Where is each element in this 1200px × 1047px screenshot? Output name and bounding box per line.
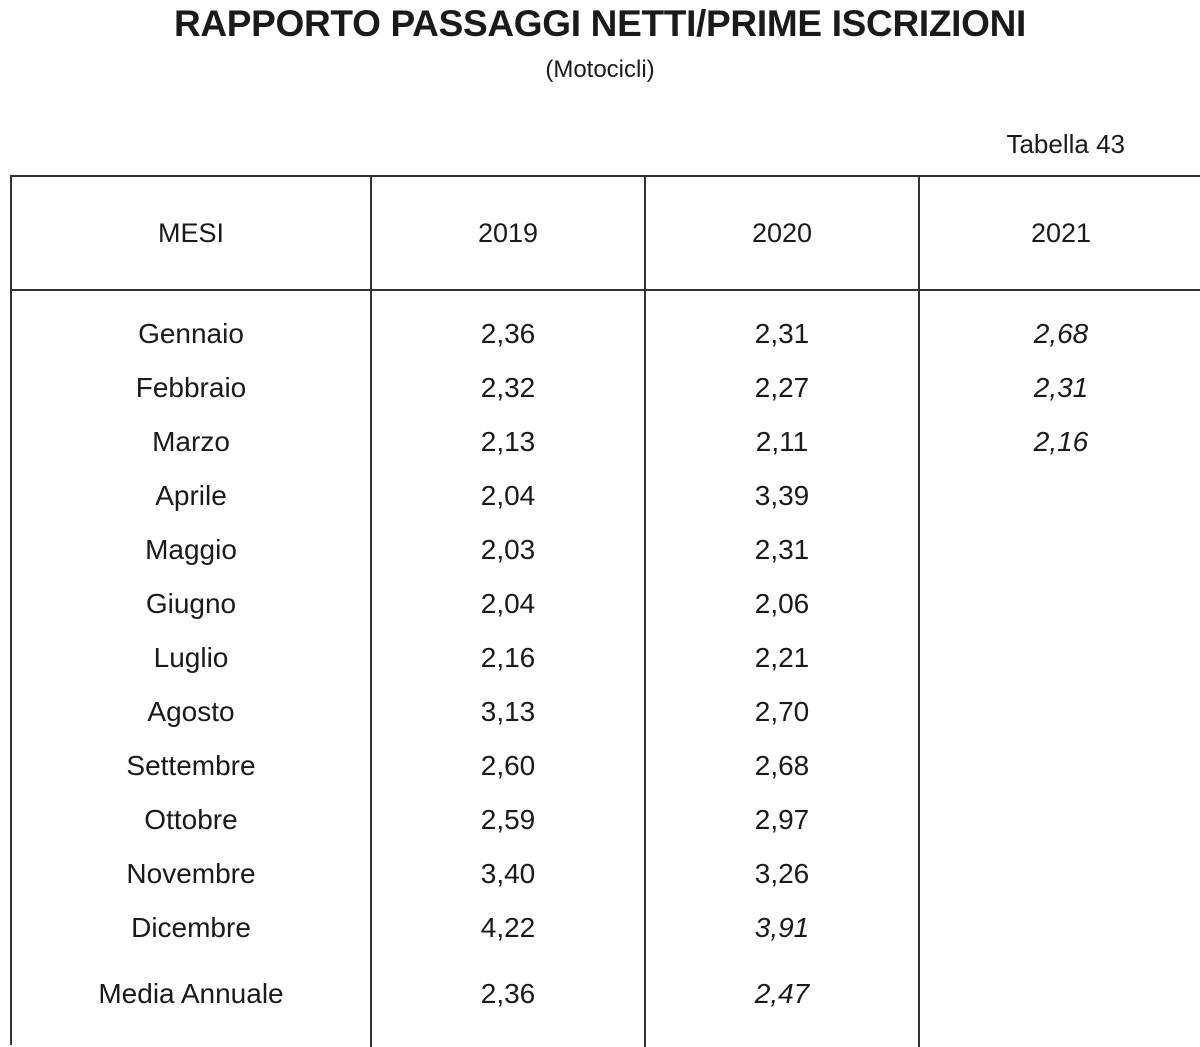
- value-2020: 3,26: [754, 858, 810, 889]
- table-row: Luglio 2,16 2,21: [12, 631, 1200, 685]
- value-2020: 3,91: [754, 912, 810, 943]
- column-divider: [370, 177, 372, 1047]
- value-2019: 4,22: [480, 912, 536, 943]
- table-row: Settembre 2,60 2,68: [12, 739, 1200, 793]
- table-row: Giugno 2,04 2,06: [12, 577, 1200, 631]
- value-2020: 2,21: [754, 642, 810, 673]
- row-label: Giugno: [145, 588, 237, 619]
- column-divider: [644, 177, 646, 1047]
- value-2021: 2,68: [1033, 318, 1089, 349]
- value-2019: 3,40: [480, 858, 536, 889]
- row-label: Agosto: [147, 696, 235, 727]
- page-subtitle: (Motocicli): [545, 56, 655, 83]
- value-2019: 2,60: [480, 750, 536, 781]
- value-2021: 2,31: [1033, 372, 1089, 403]
- value-2021: [920, 685, 1200, 739]
- value-2019: 3,13: [480, 696, 536, 727]
- value-2020: 2,47: [754, 978, 810, 1009]
- value-2020: 2,68: [754, 750, 810, 781]
- value-2019: 2,32: [480, 372, 536, 403]
- table-header-row: MESI 2019 2020 2021: [12, 177, 1200, 291]
- page-title: RAPPORTO PASSAGGI NETTI/PRIME ISCRIZIONI: [173, 3, 1027, 44]
- table-reference: Tabella 43: [1006, 129, 1125, 159]
- row-label: Dicembre: [131, 912, 251, 943]
- table-row: Maggio 2,03 2,31: [12, 523, 1200, 577]
- value-2019: 2,59: [480, 804, 536, 835]
- header-mesi: MESI: [157, 217, 224, 248]
- table-row: Febbraio 2,32 2,27 2,31: [12, 361, 1200, 415]
- value-2021: [920, 793, 1200, 847]
- value-2020: 2,70: [754, 696, 810, 727]
- row-label: Maggio: [145, 534, 237, 565]
- row-label: Luglio: [153, 642, 229, 673]
- value-2021: [920, 577, 1200, 631]
- value-2020: 2,31: [754, 534, 810, 565]
- value-2021: [920, 847, 1200, 901]
- table-row: Marzo 2,13 2,11 2,16: [12, 415, 1200, 469]
- value-2020: 2,27: [754, 372, 810, 403]
- value-2019: 2,36: [480, 318, 536, 349]
- value-2021: [920, 523, 1200, 577]
- table-row: Novembre 3,40 3,26: [12, 847, 1200, 901]
- value-2019: 2,04: [480, 588, 536, 619]
- value-2019: 2,16: [480, 642, 536, 673]
- value-2021: [920, 469, 1200, 523]
- row-label: Gennaio: [138, 318, 244, 349]
- value-2020: 3,39: [754, 480, 810, 511]
- value-2019: 2,36: [480, 978, 536, 1009]
- row-label: Media Annuale: [98, 978, 284, 1009]
- table-row: Media Annuale 2,36 2,47: [12, 967, 1200, 1021]
- header-2021: 2021: [1030, 217, 1092, 248]
- value-2021: [920, 631, 1200, 685]
- row-label: Settembre: [126, 750, 256, 781]
- row-label: Marzo: [152, 426, 230, 457]
- table-row: Aprile 2,04 3,39: [12, 469, 1200, 523]
- value-2021: [920, 739, 1200, 793]
- value-2021: 2,16: [1033, 426, 1089, 457]
- row-label: Ottobre: [144, 804, 238, 835]
- table-row: Gennaio 2,36 2,31 2,68: [12, 307, 1200, 361]
- value-2020: 2,31: [754, 318, 810, 349]
- row-label: Aprile: [155, 480, 227, 511]
- value-2020: 2,97: [754, 804, 810, 835]
- table-row: Dicembre 4,22 3,91: [12, 901, 1200, 955]
- header-2020: 2020: [751, 217, 813, 248]
- table-row: Ottobre 2,59 2,97: [12, 793, 1200, 847]
- value-2020: 2,06: [754, 588, 810, 619]
- column-divider: [918, 177, 920, 1047]
- row-label: Febbraio: [135, 372, 247, 403]
- value-2019: 2,04: [480, 480, 536, 511]
- value-2020: 2,11: [755, 426, 809, 457]
- value-2019: 2,03: [480, 534, 536, 565]
- header-2019: 2019: [477, 217, 539, 248]
- value-2021: [920, 967, 1200, 1021]
- table-row: Agosto 3,13 2,70: [12, 685, 1200, 739]
- row-label: Novembre: [126, 858, 256, 889]
- data-table: MESI 2019 2020 2021 Gennaio 2,36 2,31 2,68 F…: [10, 175, 1200, 1047]
- value-2021: [920, 901, 1200, 955]
- value-2019: 2,13: [480, 426, 536, 457]
